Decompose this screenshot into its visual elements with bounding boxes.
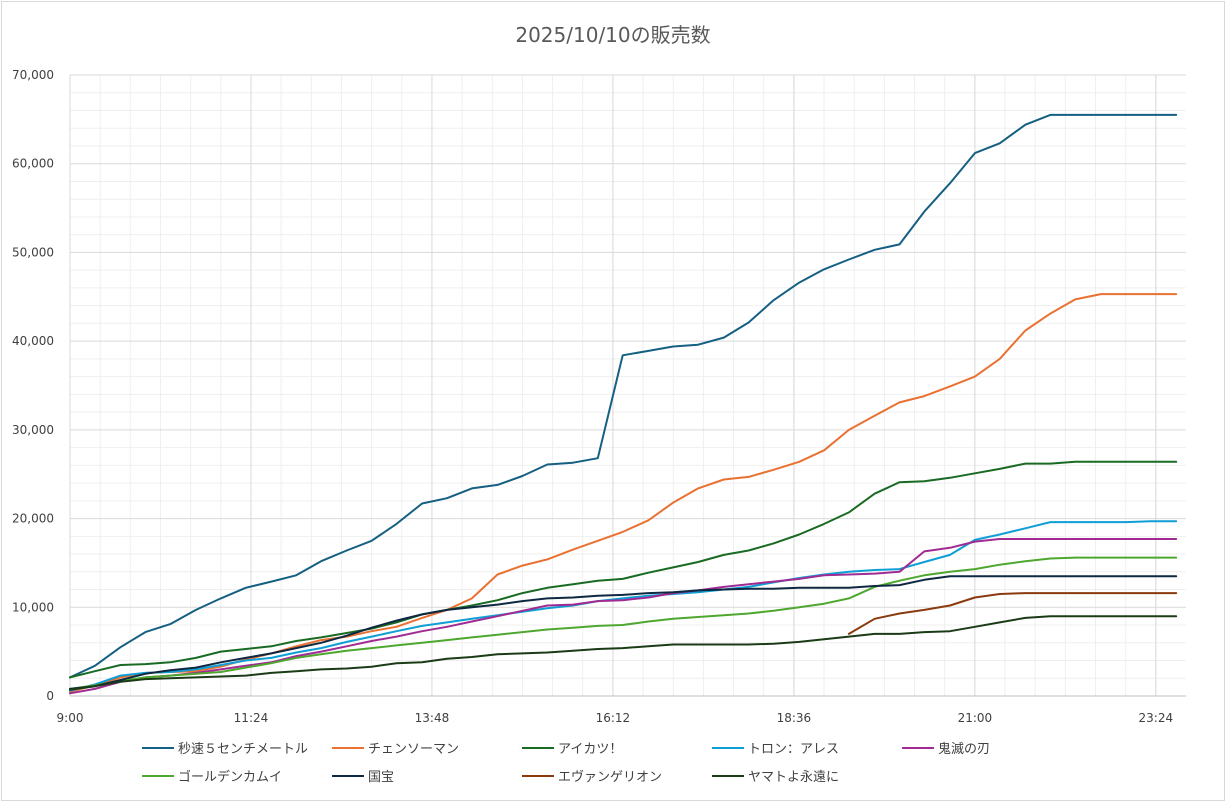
legend-label: トロン：アレス xyxy=(748,742,839,757)
y-tick-label: 10,000 xyxy=(12,600,54,614)
series-line-1 xyxy=(69,113,1178,679)
y-tick-label: 50,000 xyxy=(12,245,54,259)
y-tick-label: 60,000 xyxy=(12,157,54,171)
series-line-8 xyxy=(847,592,1178,635)
legend-label: 国宝 xyxy=(368,770,394,785)
y-tick-label: 40,000 xyxy=(12,334,54,348)
legend-label: ヤマトよ永遠に xyxy=(748,770,839,785)
legend-label: ゴールデンカムイ xyxy=(178,769,282,785)
legend-label: 秒速５センチメートル xyxy=(178,742,308,757)
series-line-9 xyxy=(69,615,1178,691)
x-tick-label: 9:00 xyxy=(57,711,84,725)
series-line-5 xyxy=(69,538,1178,695)
series-line-2 xyxy=(69,293,1178,693)
series-line-6 xyxy=(69,556,1178,690)
x-tick-label: 11:24 xyxy=(234,711,269,725)
legend-label: エヴァンゲリオン xyxy=(558,769,662,785)
series-line-4 xyxy=(69,520,1178,692)
x-tick-label: 23:24 xyxy=(1139,711,1174,725)
y-tick-label: 20,000 xyxy=(12,512,54,526)
series-line-3 xyxy=(69,460,1178,679)
x-tick-label: 21:00 xyxy=(958,711,993,725)
legend-label: チェンソーマン xyxy=(368,742,459,757)
legend-label: 鬼滅の刃 xyxy=(938,741,990,757)
legend: 秒速５センチメートル チェンソーマン アイカツ！ トロン：アレス 鬼滅の刃ゴールデンカム… xyxy=(142,741,990,785)
x-tick-label: 18:36 xyxy=(777,711,812,725)
legend-label: アイカツ！ xyxy=(558,742,622,757)
y-tick-label: 70,000 xyxy=(12,68,54,82)
y-tick-label: 30,000 xyxy=(12,423,54,437)
grid xyxy=(70,74,1186,696)
chart-title: 2025/10/10の販売数 xyxy=(515,23,710,47)
series-line-7 xyxy=(69,575,1178,690)
series-lines xyxy=(69,113,1178,695)
axes: 0 10,000 20,000 30,000 40,000 50,000 60,000 70,… xyxy=(12,68,1186,725)
y-tick-label: 0 xyxy=(46,689,54,703)
x-tick-label: 13:48 xyxy=(415,711,450,725)
x-tick-label: 16:12 xyxy=(596,711,631,725)
